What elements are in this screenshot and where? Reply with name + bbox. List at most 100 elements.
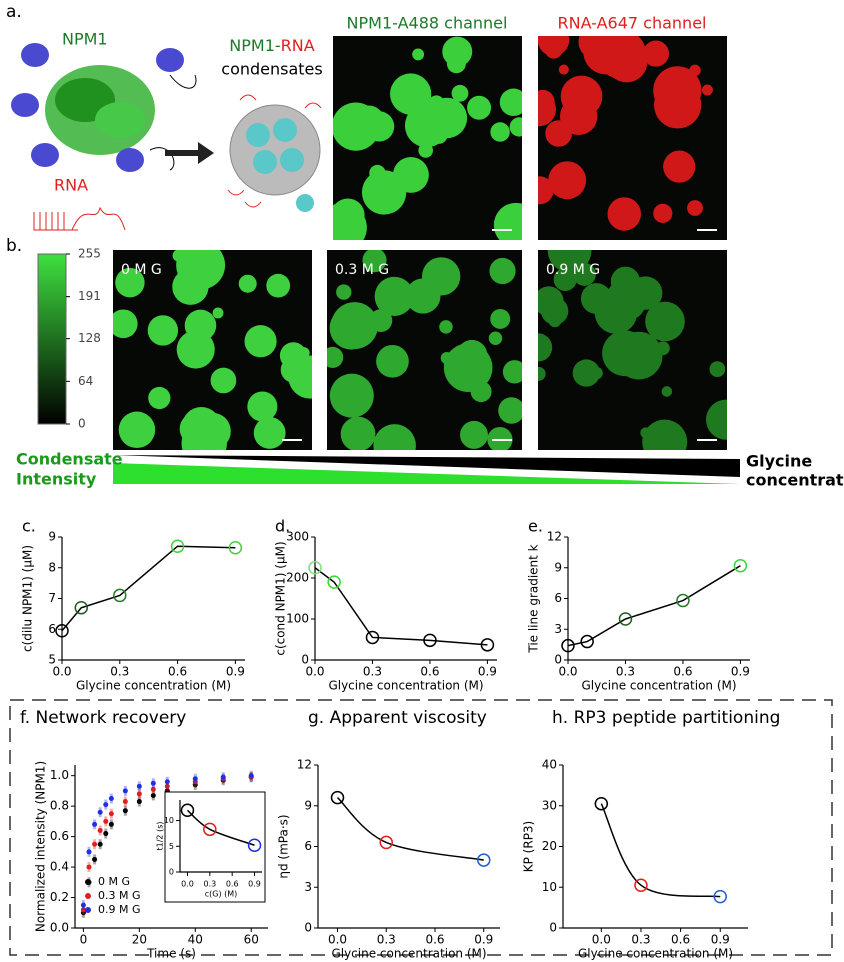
data-point (122, 788, 128, 794)
droplet (266, 273, 291, 298)
data-point (108, 811, 114, 817)
droplet (451, 84, 469, 102)
image-label: 0.3 M G (335, 262, 389, 278)
intensity-wedge (113, 463, 740, 484)
glycine-label: concentration (746, 471, 844, 490)
data-point (248, 773, 254, 779)
droplet (210, 367, 237, 394)
droplet (374, 276, 414, 316)
droplet (172, 268, 209, 305)
droplet (490, 308, 511, 329)
data-point (180, 803, 195, 818)
y-tick-label: 0.0 (50, 921, 69, 935)
data-point (86, 864, 92, 870)
data-point (122, 799, 128, 805)
droplet (244, 325, 277, 358)
x-tick-label: 0.3 (110, 665, 129, 679)
x-tick-label: 0 (80, 933, 88, 947)
glycine-label: Glycine (746, 452, 812, 471)
condensate-title: NPM1-RNA (229, 36, 314, 55)
y-tick-label: 0.2 (50, 890, 69, 904)
y-axis-label: Tie line gradient k (527, 544, 541, 653)
droplet (212, 307, 224, 319)
data-point (92, 856, 98, 862)
condensate-label: condensates (221, 60, 322, 79)
droplet (362, 250, 387, 273)
x-axis-label: c(G) (M) (205, 890, 238, 899)
droplet (645, 301, 685, 342)
data-point (379, 835, 393, 850)
panel-label: b. (6, 236, 22, 256)
y-tick-label: 5 (169, 842, 174, 851)
droplet (376, 344, 409, 378)
data-point (80, 907, 86, 913)
data-point (97, 809, 103, 815)
data-point (113, 588, 127, 603)
x-tick-label: 0.3 (203, 880, 216, 889)
droplet (642, 40, 670, 67)
x-axis-label: Time (s) (146, 947, 196, 961)
arrow (165, 142, 214, 164)
droplet (642, 419, 688, 450)
data-point (327, 575, 341, 589)
y-axis-label: KP (RP3) (522, 821, 536, 873)
axis-line (61, 537, 245, 661)
x-tick-label: 40 (188, 933, 203, 947)
droplet (302, 373, 312, 390)
droplet (338, 215, 358, 235)
droplet (340, 416, 376, 450)
droplet (701, 84, 713, 96)
x-tick-label: 0.3 (363, 665, 382, 679)
droplet (558, 64, 569, 75)
y-tick-label: 0 (301, 653, 309, 667)
droplet (470, 381, 492, 403)
rna-label: RNA (54, 176, 88, 195)
colorbar-tick-label: 64 (78, 374, 93, 388)
colorbar (37, 253, 67, 425)
y-tick-label: 0.8 (50, 799, 69, 813)
droplet (538, 286, 564, 317)
data-point (561, 638, 575, 653)
data-point (676, 593, 690, 608)
droplet (336, 284, 352, 300)
droplet (499, 88, 522, 117)
x-tick-label: 0.0 (305, 665, 324, 679)
data-point (136, 783, 142, 789)
droplet (661, 386, 673, 397)
colorbar-tick-label: 0 (78, 417, 86, 431)
rna-illustration (33, 206, 126, 231)
droplet (544, 41, 563, 59)
droplet (490, 122, 510, 142)
y-tick-label: 300 (286, 530, 309, 544)
droplet (706, 399, 727, 440)
y-tick-label: 6 (48, 622, 56, 636)
data-point (228, 541, 243, 555)
x-axis-label: Glycine concentration (M) (331, 947, 486, 961)
y-tick-label: 0 (554, 653, 562, 667)
droplet (553, 267, 577, 292)
droplet (331, 302, 379, 350)
droplet (373, 424, 416, 450)
data-point (308, 561, 322, 575)
x-tick-label: 0.6 (168, 665, 187, 679)
droplet (538, 366, 546, 381)
droplet (653, 203, 673, 223)
x-tick-label: 0.6 (673, 665, 692, 679)
droplet (253, 417, 286, 449)
droplet (298, 347, 310, 359)
droplet (329, 373, 374, 418)
y-tick-label: 10 (164, 816, 174, 825)
y-axis-label: c(dilu NPM1) (μM) (21, 545, 35, 652)
y-tick-label: 0.4 (50, 860, 69, 874)
micrograph: 0 M G (113, 250, 312, 450)
axis-line (562, 765, 748, 929)
y-tick-label: 20 (542, 839, 557, 853)
x-tick-label: 0.6 (425, 933, 444, 947)
droplet (147, 315, 179, 346)
x-tick-label: 60 (244, 933, 259, 947)
data-point (103, 802, 109, 808)
protein-label: NPM1 (62, 30, 108, 49)
panel-title: f. Network recovery (20, 708, 186, 728)
y-tick-label: 9 (48, 530, 56, 544)
x-tick-label: 0.0 (181, 880, 194, 889)
